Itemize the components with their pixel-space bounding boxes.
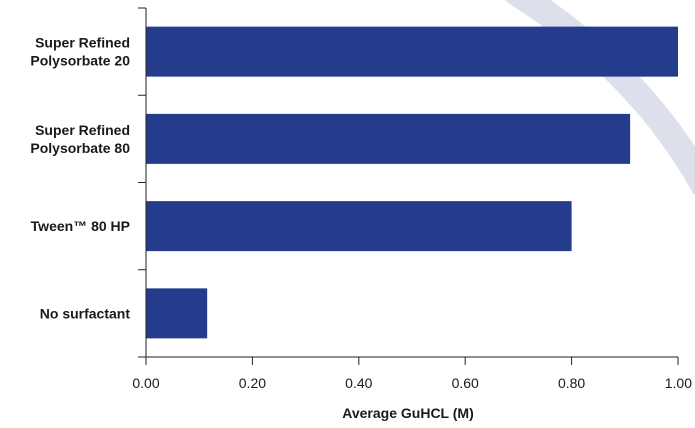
- x-tick-label: 0.80: [558, 375, 585, 391]
- category-label: Tween™ 80 HP: [31, 218, 130, 234]
- bar: [146, 113, 631, 164]
- x-tick-label: 0.00: [132, 375, 159, 391]
- bar: [146, 26, 678, 77]
- bar: [146, 288, 208, 339]
- category-label: Super Refined: [35, 122, 130, 138]
- category-label: Super Refined: [35, 35, 130, 51]
- category-label: Polysorbate 80: [30, 140, 130, 156]
- category-label: Polysorbate 20: [30, 53, 130, 69]
- decorative-arc: [505, 0, 695, 195]
- x-axis-ticks: 0.00 0.20 0.40 0.60 0.80 1.00: [132, 357, 692, 391]
- x-tick-label: 0.40: [345, 375, 372, 391]
- x-tick-label: 0.20: [239, 375, 266, 391]
- bar: [146, 201, 572, 252]
- category-labels: Super Refined Polysorbate 20 Super Refined…: [30, 35, 130, 322]
- category-label: No surfactant: [40, 305, 131, 321]
- x-tick-label: 1.00: [665, 375, 692, 391]
- y-axis-ticks: [138, 7, 146, 358]
- bars-group: [146, 26, 678, 339]
- x-tick-label: 0.60: [452, 375, 479, 391]
- x-axis-title: Average GuHCL (M): [342, 405, 473, 421]
